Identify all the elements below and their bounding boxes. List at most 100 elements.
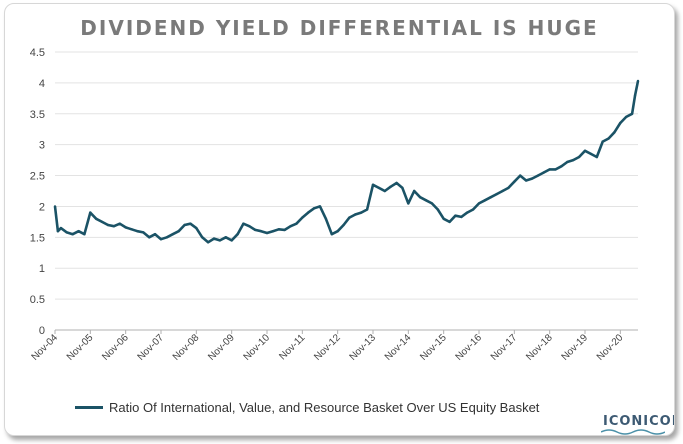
data-point [460,215,463,219]
data-point [360,211,363,214]
data-point [118,222,122,225]
data-point [613,131,616,134]
series-line [53,80,640,244]
x-tick-label: Nov-11 [277,332,307,362]
data-point [106,223,110,227]
gridlines [55,51,638,331]
data-point [212,237,216,240]
y-tick-label: 3 [39,140,45,152]
data-point [513,180,516,183]
data-point [548,168,551,171]
data-point [183,223,186,227]
y-tick-label: 1 [39,263,45,275]
data-point [254,228,257,232]
data-point [377,186,381,190]
y-tick-label: 3.5 [30,109,45,121]
x-tick-label: Nov-17 [489,332,520,363]
data-point [307,211,310,214]
data-point [195,226,198,230]
data-point [153,233,157,236]
data-point [342,223,345,227]
data-point [577,155,581,159]
data-point [89,211,92,214]
data-point [265,231,269,235]
data-point [418,196,422,199]
data-point [389,185,392,188]
data-point [59,226,63,230]
logo: ICONICON [603,414,674,429]
chart-card: DIVIDEND YIELD DIFFERENTIAL IS HUGE 0 0.5… [4,3,675,436]
data-point [324,217,328,220]
data-point [424,199,428,202]
data-point [471,208,475,211]
data-point [536,174,540,177]
data-point [566,160,569,164]
data-point [348,216,351,219]
data-point [401,186,404,190]
data-point [489,196,492,199]
data-point [218,239,222,242]
data-point [395,181,398,185]
data-point [56,230,60,233]
y-tick-label: 2.5 [30,171,45,183]
data-point [507,186,510,190]
x-tick-label: Nov-10 [242,332,273,363]
data-point [224,236,227,239]
data-point [454,214,457,217]
data-point [524,179,528,182]
data-point [595,155,598,159]
data-point [53,205,57,208]
x-tick-label: Nov-08 [171,332,202,363]
data-point [607,137,610,140]
data-point [136,230,139,233]
data-point [601,140,604,143]
data-point [312,207,316,210]
data-point [542,171,545,174]
data-point [83,233,86,236]
data-point [130,228,133,231]
legend-swatch [75,406,103,409]
x-tick-label: Nov-19 [560,332,591,363]
data-point [630,112,634,116]
data-point [354,213,357,216]
data-point [171,233,174,236]
y-tick-label: 4 [39,78,45,90]
data-point [572,158,575,162]
data-point [259,230,263,233]
data-point [301,216,304,219]
data-point [436,208,439,211]
logo-swoosh-icon [601,429,665,435]
data-point [201,236,204,239]
data-point [466,211,469,214]
x-tick-label: Nov-14 [383,332,414,363]
data-point [483,199,487,202]
data-point [519,174,522,177]
data-point [289,225,292,228]
legend: Ratio Of International, Value, and Resou… [75,400,539,415]
data-point [589,152,593,156]
series-layer [53,79,640,244]
y-tick-label: 4.5 [30,47,45,59]
data-point [330,233,333,236]
data-point [77,230,80,233]
logo-text: ICONICON [603,414,674,429]
data-point [230,239,233,242]
data-point [248,225,251,228]
legend-label: Ratio Of International, Value, and Resou… [109,400,540,415]
data-point [295,222,298,225]
data-point [560,165,563,168]
x-tick-label: Nov-13 [348,332,379,363]
y-axis-ticks: 0 0.5 1 1.5 2 2.5 3 3.5 4 4.5 [30,47,45,337]
data-point [142,231,145,234]
x-tick-label: Nov-06 [100,332,131,363]
data-point [430,202,434,205]
line-chart: 0 0.5 1 1.5 2 2.5 3 3.5 4 4.5 Nov-04 Nov-05 Nov-06 N… [30,47,640,363]
x-tick-label: Nov-12 [312,332,343,363]
x-tick-label: Nov-15 [418,332,449,363]
data-point [318,205,322,208]
data-point [177,230,180,233]
data-point [413,189,416,193]
data-point [554,168,557,171]
data-point [124,226,127,229]
data-point [71,233,74,236]
